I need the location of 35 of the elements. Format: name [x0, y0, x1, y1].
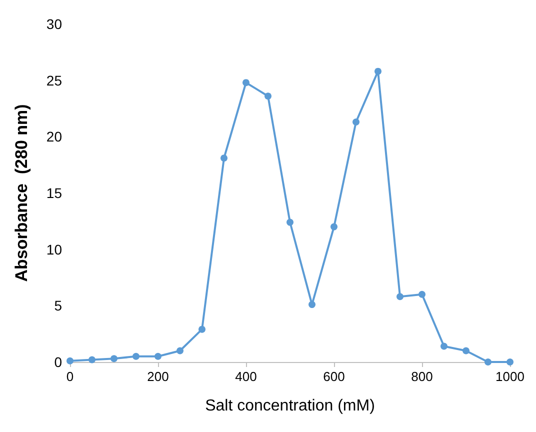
y-tick-label: 10 [46, 241, 62, 258]
point [264, 92, 272, 100]
point [242, 79, 250, 86]
point [110, 355, 118, 362]
point [396, 293, 404, 300]
x-axis-title: Salt concentration (mM) [205, 398, 375, 414]
y-tick-label: 15 [46, 185, 62, 201]
point [440, 342, 448, 350]
x-tick-label: 400 [235, 369, 257, 384]
y-tick-label: 5 [54, 298, 62, 314]
point [88, 356, 96, 364]
point [176, 347, 184, 354]
point [352, 118, 360, 126]
x-tick-label: 200 [147, 369, 169, 384]
point [286, 218, 294, 226]
x-tick-label: 600 [323, 369, 345, 384]
x-tick-label: 800 [411, 369, 433, 384]
point [66, 357, 74, 364]
y-tick-label: 0 [54, 354, 62, 370]
point [484, 358, 492, 366]
point [132, 352, 140, 360]
y-axis-title: Absorbance (280 nm) [12, 104, 31, 282]
point [462, 347, 470, 354]
point [308, 301, 316, 308]
x-tick-label: 1000 [496, 369, 524, 384]
point [220, 154, 228, 162]
y-tick-label: 25 [46, 72, 62, 88]
point [154, 352, 162, 360]
y-tick-label: 30 [46, 16, 62, 32]
point [418, 290, 426, 298]
y-tick-label: 20 [46, 128, 62, 145]
x-tick-label: 0 [66, 369, 74, 384]
point [374, 68, 382, 75]
point [198, 326, 206, 333]
point [330, 223, 338, 230]
